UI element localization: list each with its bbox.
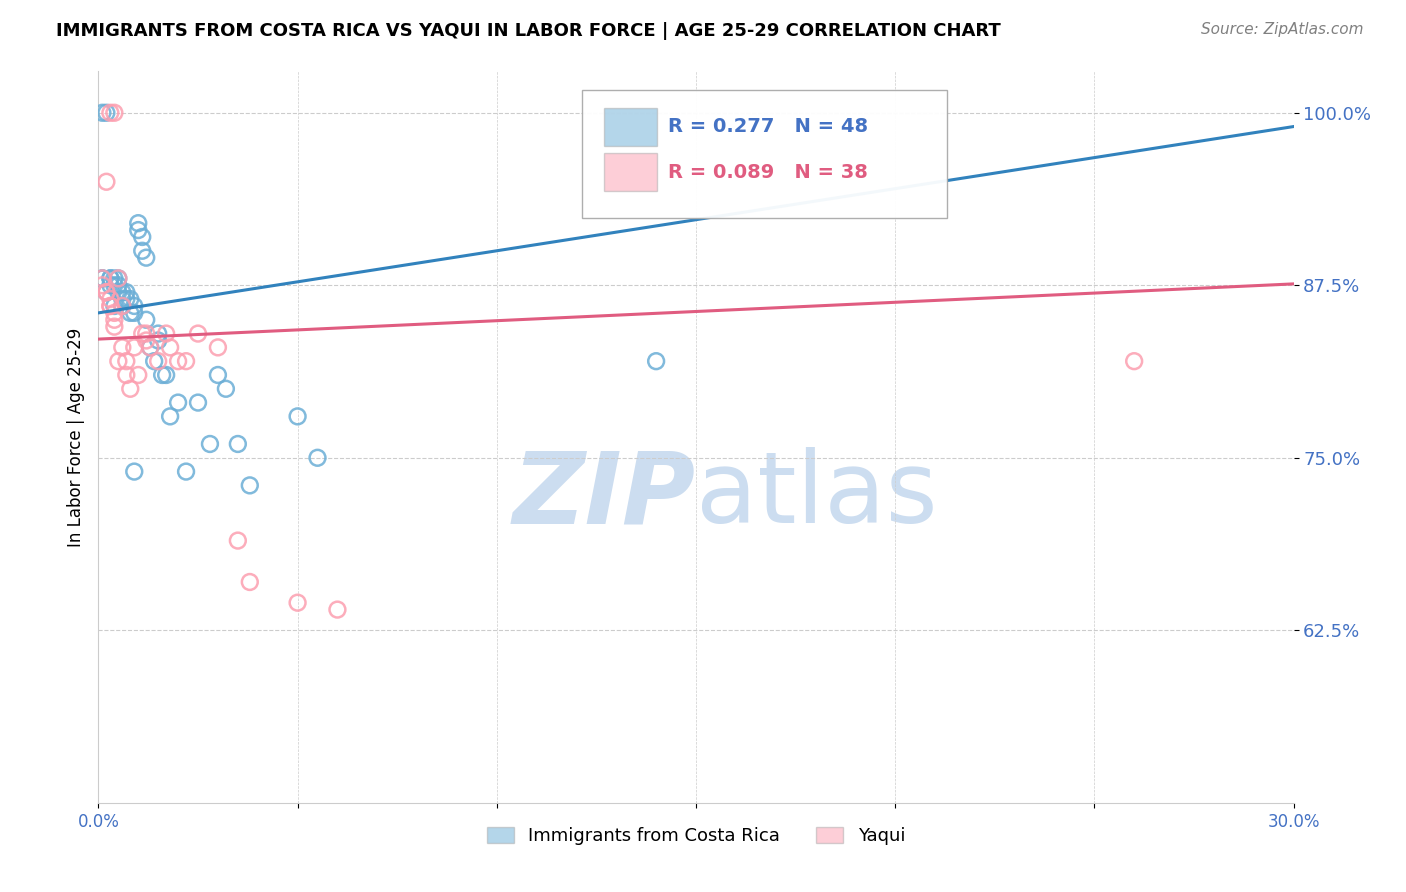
Point: [91, 271, 114, 285]
Point: [115, 285, 138, 300]
Point: [159, 340, 181, 354]
Point: [150, 368, 173, 382]
Point: [96, 285, 118, 300]
Point: [91, 278, 114, 293]
Point: [98, 271, 122, 285]
Point: [139, 340, 162, 354]
Point: [127, 368, 149, 382]
Point: [107, 271, 129, 285]
Point: [207, 368, 229, 382]
Point: [103, 306, 125, 320]
Point: [215, 382, 238, 396]
Point: [96, 175, 118, 189]
Point: [124, 306, 146, 320]
Point: [326, 602, 349, 616]
Text: IMMIGRANTS FROM COSTA RICA VS YAQUI IN LABOR FORCE | AGE 25-29 CORRELATION CHART: IMMIGRANTS FROM COSTA RICA VS YAQUI IN L…: [56, 22, 1001, 40]
Point: [98, 278, 122, 293]
Point: [226, 533, 249, 548]
Point: [107, 278, 129, 293]
Text: Source: ZipAtlas.com: Source: ZipAtlas.com: [1201, 22, 1364, 37]
Point: [103, 105, 125, 120]
Point: [131, 326, 153, 341]
Point: [239, 478, 262, 492]
Point: [239, 574, 262, 589]
Point: [103, 299, 125, 313]
Point: [115, 292, 138, 306]
Point: [96, 285, 118, 300]
Point: [155, 326, 177, 341]
Point: [167, 354, 190, 368]
Point: [91, 271, 114, 285]
Point: [135, 312, 157, 326]
Point: [148, 334, 170, 348]
Point: [127, 223, 149, 237]
Point: [107, 271, 129, 285]
Point: [155, 368, 177, 382]
Point: [1123, 354, 1146, 368]
Point: [115, 354, 138, 368]
FancyBboxPatch shape: [605, 153, 657, 191]
Point: [120, 292, 142, 306]
Point: [131, 230, 153, 244]
Point: [143, 354, 166, 368]
Point: [103, 278, 125, 293]
Point: [120, 306, 142, 320]
Point: [174, 465, 197, 479]
Point: [91, 271, 114, 285]
Point: [135, 251, 157, 265]
Point: [107, 285, 129, 300]
Y-axis label: In Labor Force | Age 25-29: In Labor Force | Age 25-29: [66, 327, 84, 547]
Text: ZIP: ZIP: [513, 447, 696, 544]
Point: [148, 326, 170, 341]
Point: [187, 395, 209, 409]
Point: [98, 292, 122, 306]
FancyBboxPatch shape: [605, 108, 657, 146]
FancyBboxPatch shape: [582, 89, 948, 218]
Point: [148, 354, 170, 368]
Text: R = 0.277   N = 48: R = 0.277 N = 48: [668, 118, 869, 136]
Legend: Immigrants from Costa Rica, Yaqui: Immigrants from Costa Rica, Yaqui: [479, 820, 912, 852]
Point: [103, 319, 125, 334]
Point: [127, 216, 149, 230]
Point: [111, 340, 134, 354]
Point: [159, 409, 181, 424]
Point: [135, 326, 157, 341]
Point: [139, 340, 162, 354]
Point: [167, 395, 190, 409]
Point: [226, 437, 249, 451]
Point: [96, 285, 118, 300]
Point: [115, 368, 138, 382]
Point: [131, 244, 153, 258]
Point: [91, 105, 114, 120]
Point: [111, 292, 134, 306]
Point: [111, 299, 134, 313]
Point: [103, 312, 125, 326]
Point: [98, 105, 122, 120]
Point: [207, 340, 229, 354]
Point: [287, 409, 309, 424]
Point: [98, 271, 122, 285]
Point: [287, 596, 309, 610]
Text: R = 0.089   N = 38: R = 0.089 N = 38: [668, 163, 869, 182]
Point: [111, 285, 134, 300]
Point: [198, 437, 221, 451]
Point: [111, 299, 134, 313]
Point: [124, 340, 146, 354]
Point: [174, 354, 197, 368]
Point: [124, 465, 146, 479]
Point: [135, 334, 157, 348]
Point: [187, 326, 209, 341]
Point: [98, 299, 122, 313]
Point: [96, 105, 118, 120]
Text: atlas: atlas: [696, 447, 938, 544]
Point: [307, 450, 329, 465]
Point: [98, 299, 122, 313]
Point: [103, 271, 125, 285]
Point: [645, 354, 668, 368]
Point: [120, 382, 142, 396]
Point: [124, 299, 146, 313]
Point: [107, 354, 129, 368]
